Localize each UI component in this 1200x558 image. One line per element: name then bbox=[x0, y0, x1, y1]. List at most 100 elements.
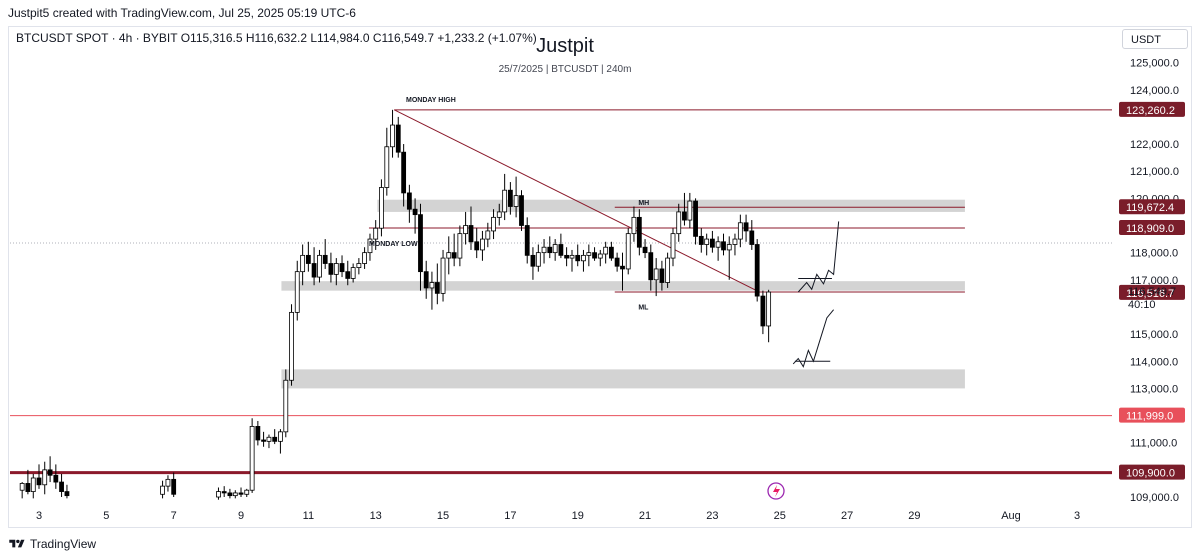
candle[interactable] bbox=[238, 492, 244, 495]
candle[interactable] bbox=[693, 200, 698, 237]
candle[interactable] bbox=[586, 252, 592, 256]
candle[interactable] bbox=[597, 253, 603, 259]
candle[interactable] bbox=[322, 254, 328, 264]
candle[interactable] bbox=[165, 478, 171, 487]
candle[interactable] bbox=[581, 254, 586, 262]
currency-selector[interactable]: USDT bbox=[1122, 29, 1188, 49]
candle[interactable] bbox=[311, 263, 317, 278]
candle[interactable] bbox=[524, 225, 530, 256]
candle[interactable] bbox=[502, 189, 508, 213]
candle[interactable] bbox=[64, 491, 70, 497]
candle[interactable] bbox=[379, 187, 384, 229]
candle[interactable] bbox=[384, 146, 390, 188]
candle[interactable] bbox=[631, 216, 637, 235]
candle[interactable] bbox=[676, 211, 682, 235]
candle[interactable] bbox=[620, 265, 625, 270]
candle[interactable] bbox=[614, 257, 620, 267]
candle[interactable] bbox=[261, 439, 266, 442]
candle[interactable] bbox=[328, 263, 334, 275]
candle[interactable] bbox=[345, 271, 351, 279]
candle[interactable] bbox=[59, 481, 64, 492]
candle[interactable] bbox=[547, 246, 553, 254]
candle[interactable] bbox=[474, 241, 480, 251]
candle[interactable] bbox=[653, 268, 659, 281]
candle[interactable] bbox=[575, 254, 581, 262]
chart-pane[interactable] bbox=[8, 26, 1192, 528]
candle[interactable] bbox=[283, 379, 289, 433]
candle[interactable] bbox=[373, 227, 379, 240]
candle[interactable] bbox=[249, 426, 255, 491]
candle[interactable] bbox=[659, 268, 665, 283]
candle[interactable] bbox=[451, 252, 457, 259]
candle[interactable] bbox=[36, 477, 42, 486]
candle[interactable] bbox=[395, 124, 401, 153]
candle[interactable] bbox=[468, 225, 474, 243]
candle[interactable] bbox=[423, 271, 429, 289]
candle[interactable] bbox=[278, 431, 283, 442]
candle[interactable] bbox=[682, 211, 687, 221]
candle[interactable] bbox=[625, 233, 631, 270]
candle[interactable] bbox=[401, 151, 407, 194]
candle[interactable] bbox=[42, 469, 48, 486]
candle[interactable] bbox=[272, 436, 278, 442]
candle[interactable] bbox=[710, 238, 715, 248]
candle[interactable] bbox=[362, 252, 367, 264]
candle[interactable] bbox=[552, 244, 558, 254]
candle[interactable] bbox=[30, 477, 36, 492]
candle[interactable] bbox=[558, 244, 564, 256]
candle[interactable] bbox=[333, 263, 339, 275]
candle[interactable] bbox=[665, 257, 671, 283]
candle[interactable] bbox=[317, 254, 322, 278]
candle[interactable] bbox=[171, 478, 177, 495]
candle[interactable] bbox=[726, 244, 732, 251]
candle[interactable] bbox=[480, 238, 485, 251]
candle[interactable] bbox=[698, 235, 704, 245]
candle[interactable] bbox=[496, 211, 502, 218]
candle[interactable] bbox=[446, 252, 452, 259]
candle[interactable] bbox=[608, 246, 614, 259]
candle[interactable] bbox=[244, 489, 250, 495]
candle[interactable] bbox=[367, 238, 373, 254]
candle[interactable] bbox=[569, 254, 575, 259]
candle[interactable] bbox=[704, 238, 710, 245]
event-lightning-icon[interactable] bbox=[767, 482, 785, 500]
candle[interactable] bbox=[491, 216, 496, 232]
candle[interactable] bbox=[541, 246, 547, 254]
candle[interactable] bbox=[737, 222, 743, 240]
candle[interactable] bbox=[412, 208, 418, 216]
candle[interactable] bbox=[507, 189, 513, 207]
candle[interactable] bbox=[216, 491, 221, 498]
candle[interactable] bbox=[19, 483, 25, 491]
candle[interactable] bbox=[294, 271, 300, 313]
candle[interactable] bbox=[592, 252, 597, 259]
candle[interactable] bbox=[642, 246, 648, 254]
candle[interactable] bbox=[440, 257, 446, 294]
candle[interactable] bbox=[519, 195, 524, 226]
candle[interactable] bbox=[760, 295, 766, 327]
candle[interactable] bbox=[715, 241, 721, 248]
candle[interactable] bbox=[232, 492, 238, 497]
candle[interactable] bbox=[350, 267, 356, 279]
candle[interactable] bbox=[356, 263, 362, 268]
candle[interactable] bbox=[648, 252, 654, 281]
candle[interactable] bbox=[687, 200, 693, 221]
candle[interactable] bbox=[25, 483, 31, 492]
candle[interactable] bbox=[53, 474, 59, 483]
candle[interactable] bbox=[513, 195, 519, 207]
candle[interactable] bbox=[535, 252, 541, 267]
candle[interactable] bbox=[743, 222, 749, 232]
candle[interactable] bbox=[670, 233, 676, 259]
candle[interactable] bbox=[227, 492, 233, 497]
candle[interactable] bbox=[721, 241, 726, 251]
candle[interactable] bbox=[289, 311, 294, 381]
candle[interactable] bbox=[564, 254, 570, 259]
candle[interactable] bbox=[305, 254, 311, 264]
candle[interactable] bbox=[47, 469, 53, 476]
candle[interactable] bbox=[434, 282, 440, 294]
candle[interactable] bbox=[266, 436, 272, 442]
candle[interactable] bbox=[636, 216, 642, 248]
candle[interactable] bbox=[463, 225, 468, 235]
candle[interactable] bbox=[160, 485, 165, 495]
candle[interactable] bbox=[339, 263, 345, 273]
candle[interactable] bbox=[429, 282, 435, 289]
